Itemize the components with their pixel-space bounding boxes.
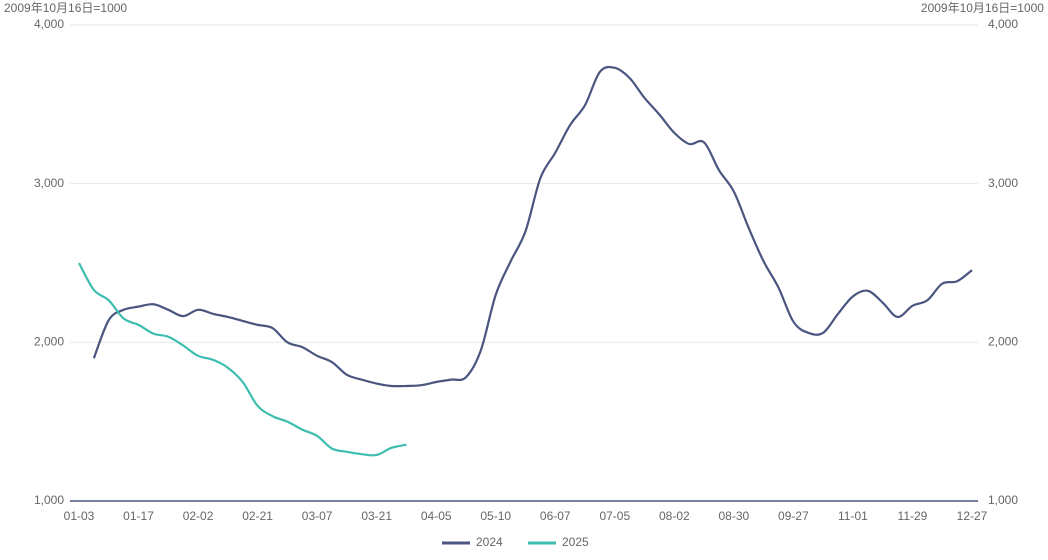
- y-tick-label: 2,000: [34, 335, 64, 349]
- line-series: [78, 262, 407, 457]
- line-series: [92, 65, 973, 388]
- x-tick-label: 05-10: [480, 509, 511, 523]
- x-tick-label: 12-27: [957, 509, 988, 523]
- y2-tick-label: 3,000: [988, 176, 1018, 190]
- x-tick-label: 02-02: [183, 509, 214, 523]
- y2-tick-label: 2,000: [988, 335, 1018, 349]
- y2-tick-label: 1,000: [988, 493, 1018, 507]
- x-tick-label: 08-30: [719, 509, 750, 523]
- y2-tick-label: 4,000: [988, 17, 1018, 31]
- y-axis-label: 2009年10月16日=1000: [4, 1, 127, 15]
- x-tick-label: 03-07: [302, 509, 333, 523]
- legend-label: 2024: [476, 535, 503, 549]
- x-tick-label: 08-02: [659, 509, 690, 523]
- x-tick-label: 06-07: [540, 509, 571, 523]
- y2-axis-label: 2009年10月16日=1000: [921, 1, 1044, 15]
- y-tick-label: 4,000: [34, 17, 64, 31]
- x-tick-label: 04-05: [421, 509, 452, 523]
- x-tick-label: 02-21: [242, 509, 273, 523]
- x-tick-label: 01-17: [123, 509, 154, 523]
- y-tick-label: 1,000: [34, 493, 64, 507]
- x-tick-label: 11-29: [898, 509, 928, 523]
- x-tick-label: 09-27: [778, 509, 809, 523]
- x-tick-label: 11-01: [838, 509, 868, 523]
- x-tick-label: 01-03: [64, 509, 95, 523]
- x-tick-label: 03-21: [361, 509, 392, 523]
- legend-label: 2025: [562, 535, 589, 549]
- y-tick-label: 3,000: [34, 176, 64, 190]
- x-tick-label: 07-05: [599, 509, 630, 523]
